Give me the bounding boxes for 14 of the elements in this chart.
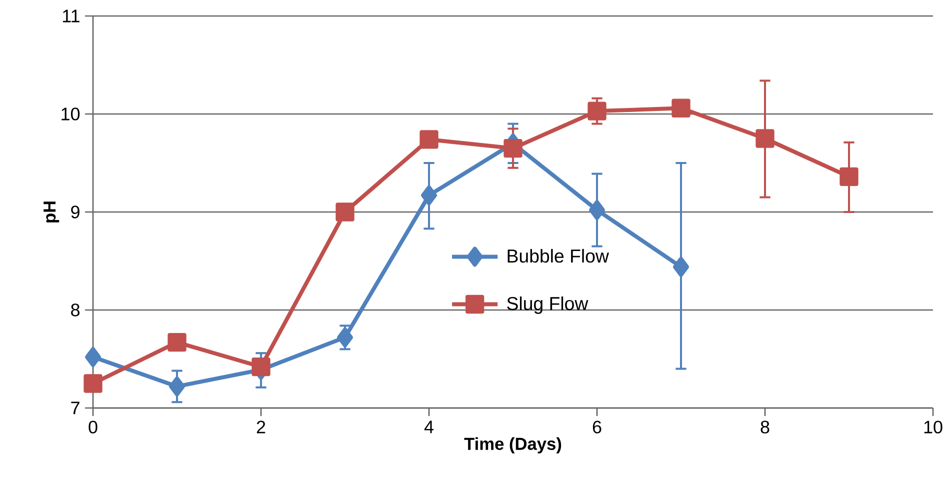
y-tick-label: 11 bbox=[62, 10, 80, 22]
x-axis-title: Time (Days) bbox=[464, 437, 562, 454]
x-tick-label: 0 bbox=[88, 420, 98, 434]
x-tick-label: 4 bbox=[424, 420, 434, 434]
legend-label: Bubble Flow bbox=[508, 248, 609, 263]
y-tick-label: 8 bbox=[71, 304, 80, 316]
x-tick-label: 8 bbox=[760, 420, 770, 434]
y-tick-label: 10 bbox=[62, 108, 80, 120]
x-tick-label: 2 bbox=[256, 420, 266, 434]
y-tick-label: 7 bbox=[71, 402, 80, 414]
y-tick-label: 9 bbox=[71, 206, 80, 218]
x-tick-label: 10 bbox=[924, 420, 942, 434]
x-tick-label: 6 bbox=[592, 420, 602, 434]
y-axis-title: pH bbox=[44, 202, 60, 222]
